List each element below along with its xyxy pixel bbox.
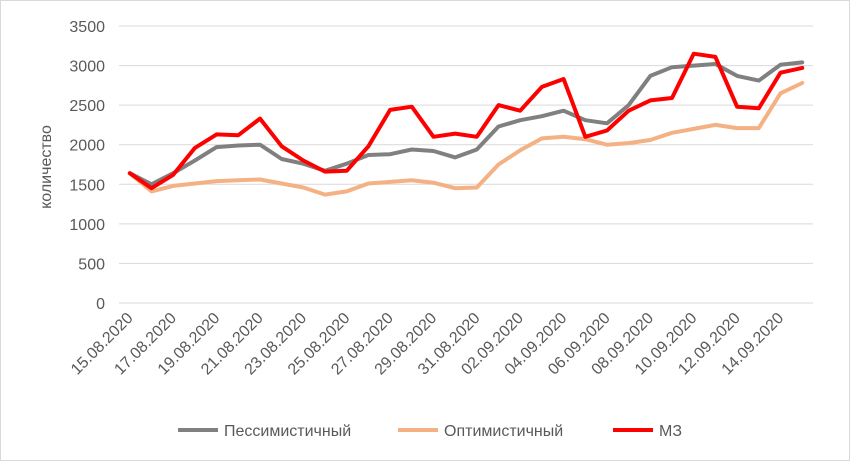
y-tick-label: 1500 <box>69 177 105 194</box>
series-lines <box>127 51 805 197</box>
legend-label-2: Оптимистичный <box>444 423 563 440</box>
y-tick-label: 3000 <box>69 59 105 76</box>
legend-label-3: МЗ <box>659 423 682 440</box>
series-line-3 <box>127 51 805 191</box>
gridlines <box>119 25 813 304</box>
y-tick-label: 2000 <box>69 138 105 155</box>
y-axis-label: количество <box>38 125 55 209</box>
y-tick-label: 2500 <box>69 98 105 115</box>
legend: Пессимистичный Оптимистичный МЗ <box>178 423 682 440</box>
series-line-2 <box>127 81 805 197</box>
y-tick-label: 0 <box>96 296 105 313</box>
y-axis-ticks: 0 500 1000 1500 2000 2500 3000 3500 <box>69 19 105 313</box>
y-tick-label: 1000 <box>69 217 105 234</box>
x-axis-ticks: 15.08.202017.08.202019.08.202021.08.2020… <box>68 310 787 379</box>
series-line-1 <box>127 60 805 187</box>
legend-label-1: Пессимистичный <box>224 423 351 440</box>
y-tick-label: 500 <box>78 256 105 273</box>
y-tick-label: 3500 <box>69 19 105 36</box>
